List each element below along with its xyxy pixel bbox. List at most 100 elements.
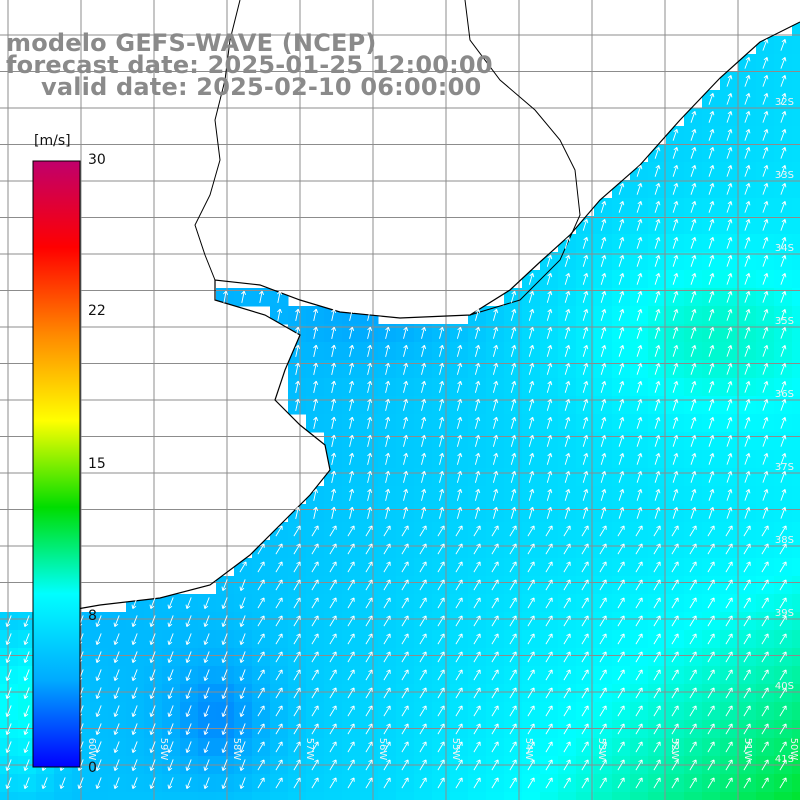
wind-arrow	[527, 615, 535, 627]
wind-arrow	[131, 615, 138, 627]
wind-arrow	[492, 416, 499, 429]
wind-arrow	[367, 380, 373, 393]
wind-arrow	[636, 236, 643, 249]
wind-arrow	[277, 308, 283, 321]
wind-arrow	[365, 705, 373, 717]
wind-arrow	[528, 272, 535, 285]
wind-arrow	[239, 597, 246, 609]
wind-cell	[792, 252, 800, 271]
wind-arrow	[311, 561, 319, 573]
wind-arrow	[563, 705, 571, 717]
wind-arrow	[131, 597, 138, 609]
wind-arrow	[473, 615, 481, 627]
wind-cell	[792, 684, 800, 703]
wind-cell	[792, 648, 800, 667]
wind-arrow	[456, 326, 463, 339]
wind-arrow	[743, 597, 751, 609]
wind-arrow	[23, 759, 30, 771]
wind-arrow	[313, 362, 319, 375]
wind-arrow	[689, 561, 697, 573]
wind-arrow	[726, 273, 733, 285]
wind-cell	[486, 792, 505, 800]
wind-arrow	[223, 290, 229, 303]
wind-arrow	[293, 777, 301, 789]
wind-arrow	[690, 164, 697, 177]
wind-arrow	[131, 723, 138, 735]
wind-arrow	[367, 452, 373, 465]
wind-arrow	[762, 381, 769, 393]
wind-arrow	[275, 579, 283, 591]
wind-cell	[0, 792, 19, 800]
wind-arrow	[617, 705, 625, 717]
wind-arrow	[257, 543, 265, 555]
wind-cell	[414, 792, 433, 800]
coastline-path	[59, 21, 800, 613]
wind-arrow	[367, 506, 373, 519]
wind-arrow	[581, 651, 589, 663]
wind-cell	[792, 396, 800, 415]
wind-arrow	[546, 488, 553, 501]
wind-arrow	[185, 741, 192, 753]
wind-arrow	[726, 363, 733, 375]
wind-arrow	[401, 651, 409, 663]
wind-arrow	[762, 147, 769, 159]
wind-arrow	[185, 759, 192, 771]
wind-arrow	[347, 579, 355, 591]
wind-arrow	[439, 416, 445, 429]
wind-arrow	[654, 182, 661, 195]
wind-arrow	[744, 309, 751, 321]
wind-arrow	[690, 236, 697, 249]
wind-arrow	[439, 380, 445, 393]
wind-arrow	[582, 398, 589, 411]
wind-arrow	[618, 326, 625, 339]
wind-arrow	[545, 705, 553, 717]
wind-arrow	[780, 93, 787, 105]
wind-arrow	[492, 380, 499, 393]
wind-cell	[36, 792, 55, 800]
wind-arrow	[239, 741, 246, 753]
wind-arrow	[762, 183, 769, 195]
wind-arrow	[149, 723, 156, 735]
wind-arrow	[347, 597, 355, 609]
wind-arrow	[528, 488, 535, 501]
wind-arrow	[365, 561, 373, 573]
wind-arrow	[780, 255, 787, 267]
wind-arrow	[779, 561, 787, 573]
wind-arrow	[582, 326, 589, 339]
wind-arrow	[636, 416, 643, 429]
wind-cell	[792, 288, 800, 307]
wind-arrow	[726, 345, 733, 357]
wind-arrow	[437, 543, 445, 555]
wind-arrow	[762, 291, 769, 303]
wind-arrow	[708, 326, 715, 339]
wind-arrow	[113, 615, 120, 627]
wind-cell	[792, 792, 800, 800]
coastline	[59, 0, 800, 613]
wind-arrow	[653, 633, 661, 645]
wind-arrow	[131, 687, 138, 699]
wind-arrow	[419, 687, 427, 699]
wind-arrow	[455, 579, 463, 591]
wind-arrow	[545, 579, 553, 591]
wind-cell	[792, 702, 800, 721]
wind-arrow	[365, 597, 373, 609]
wind-arrow	[437, 525, 445, 537]
wind-arrow	[617, 597, 625, 609]
wind-arrow	[455, 705, 463, 717]
wind-arrow	[311, 669, 319, 681]
wind-cell	[378, 792, 397, 800]
wind-arrow	[23, 669, 30, 681]
wind-arrow	[5, 759, 12, 771]
wind-arrow	[779, 741, 787, 753]
wind-arrow	[707, 687, 715, 699]
wind-arrow	[491, 525, 499, 537]
wind-arrow	[367, 308, 373, 321]
wind-arrow	[671, 651, 679, 663]
wind-arrow	[689, 759, 697, 771]
wind-arrow	[203, 705, 210, 717]
wind-arrow	[780, 129, 787, 141]
wind-cell	[792, 522, 800, 541]
wind-cell	[342, 792, 361, 800]
wind-arrow	[149, 777, 156, 789]
wind-arrow	[239, 651, 246, 663]
